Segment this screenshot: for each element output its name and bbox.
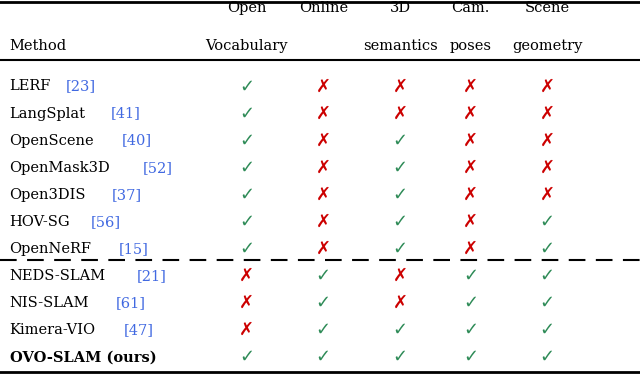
Text: ✗: ✗	[392, 267, 408, 285]
Text: LERF: LERF	[10, 79, 51, 94]
Text: ✓: ✓	[540, 213, 555, 231]
Text: NEDS-SLAM: NEDS-SLAM	[10, 269, 106, 283]
Text: ✓: ✓	[540, 348, 555, 366]
Text: [40]: [40]	[122, 133, 152, 148]
Text: ✓: ✓	[316, 267, 331, 285]
Text: semantics: semantics	[363, 39, 437, 53]
Text: Method: Method	[10, 39, 67, 53]
Text: OpenScene: OpenScene	[10, 133, 94, 148]
Text: ✗: ✗	[463, 159, 478, 177]
Text: ✗: ✗	[239, 321, 254, 339]
Text: ✓: ✓	[239, 132, 254, 150]
Text: ✓: ✓	[392, 132, 408, 150]
Text: ✓: ✓	[316, 321, 331, 339]
Text: Open: Open	[227, 1, 266, 15]
Text: NIS-SLAM: NIS-SLAM	[10, 296, 89, 310]
Text: ✗: ✗	[540, 105, 555, 123]
Text: ✗: ✗	[316, 105, 331, 123]
Text: [52]: [52]	[143, 161, 173, 175]
Text: ✓: ✓	[392, 240, 408, 258]
Text: ✗: ✗	[316, 240, 331, 258]
Text: 3D: 3D	[389, 1, 411, 15]
Text: Kimera-VIO: Kimera-VIO	[10, 323, 96, 337]
Text: [56]: [56]	[91, 215, 121, 229]
Text: OpenMask3D: OpenMask3D	[10, 161, 110, 175]
Text: ✗: ✗	[540, 159, 555, 177]
Text: geometry: geometry	[512, 39, 582, 53]
Text: ✓: ✓	[392, 213, 408, 231]
Text: ✗: ✗	[463, 105, 478, 123]
Text: ✗: ✗	[316, 159, 331, 177]
Text: ✗: ✗	[392, 294, 408, 312]
Text: ✗: ✗	[392, 77, 408, 96]
Text: ✓: ✓	[316, 294, 331, 312]
Text: ✓: ✓	[392, 348, 408, 366]
Text: ✗: ✗	[392, 105, 408, 123]
Text: ✗: ✗	[239, 294, 254, 312]
Text: ✓: ✓	[540, 240, 555, 258]
Text: OpenNeRF: OpenNeRF	[10, 242, 92, 256]
Text: [61]: [61]	[115, 296, 145, 310]
Text: ✗: ✗	[316, 213, 331, 231]
Text: ✓: ✓	[392, 186, 408, 204]
Text: [41]: [41]	[111, 106, 141, 121]
Text: ✓: ✓	[463, 321, 478, 339]
Text: ✗: ✗	[463, 240, 478, 258]
Text: Cam.: Cam.	[451, 1, 490, 15]
Text: ✓: ✓	[540, 294, 555, 312]
Text: ✓: ✓	[239, 186, 254, 204]
Text: Scene: Scene	[525, 1, 570, 15]
Text: ✓: ✓	[239, 240, 254, 258]
Text: ✓: ✓	[239, 213, 254, 231]
Text: ✗: ✗	[463, 132, 478, 150]
Text: Vocabulary: Vocabulary	[205, 39, 287, 53]
Text: ✓: ✓	[316, 348, 331, 366]
Text: ✗: ✗	[463, 213, 478, 231]
Text: [15]: [15]	[118, 242, 148, 256]
Text: Open3DIS: Open3DIS	[10, 188, 86, 202]
Text: [37]: [37]	[111, 188, 141, 202]
Text: ✓: ✓	[239, 77, 254, 96]
Text: ✗: ✗	[463, 186, 478, 204]
Text: ✓: ✓	[392, 321, 408, 339]
Text: ✗: ✗	[540, 77, 555, 96]
Text: [21]: [21]	[137, 269, 166, 283]
Text: [47]: [47]	[124, 323, 154, 337]
Text: OVO-SLAM (ours): OVO-SLAM (ours)	[10, 350, 156, 364]
Text: ✓: ✓	[239, 105, 254, 123]
Text: ✗: ✗	[540, 186, 555, 204]
Text: ✓: ✓	[463, 348, 478, 366]
Text: poses: poses	[449, 39, 492, 53]
Text: ✗: ✗	[316, 132, 331, 150]
Text: ✓: ✓	[540, 321, 555, 339]
Text: ✗: ✗	[540, 132, 555, 150]
Text: ✓: ✓	[463, 294, 478, 312]
Text: ✓: ✓	[392, 159, 408, 177]
Text: ✓: ✓	[239, 348, 254, 366]
Text: ✓: ✓	[540, 267, 555, 285]
Text: ✓: ✓	[463, 267, 478, 285]
Text: ✓: ✓	[239, 159, 254, 177]
Text: Online: Online	[299, 1, 348, 15]
Text: LangSplat: LangSplat	[10, 106, 86, 121]
Text: ✗: ✗	[239, 267, 254, 285]
Text: HOV-SG: HOV-SG	[10, 215, 70, 229]
Text: ✗: ✗	[316, 186, 331, 204]
Text: [23]: [23]	[66, 79, 96, 94]
Text: ✗: ✗	[463, 77, 478, 96]
Text: ✗: ✗	[316, 77, 331, 96]
